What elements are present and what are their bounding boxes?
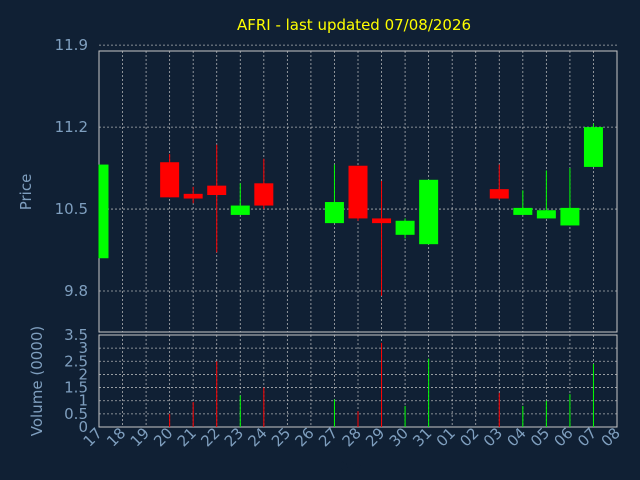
volume-tick-label: 2.5 bbox=[64, 352, 88, 370]
x-tick-label: 06 bbox=[551, 424, 577, 450]
price-tick-label: 11.2 bbox=[55, 118, 88, 136]
price-tick-labels: 9.8 10.5 11.2 11.9 bbox=[55, 36, 88, 300]
x-tick-label: 31 bbox=[409, 424, 435, 450]
volume-tick-label: 1 bbox=[78, 392, 88, 410]
price-tick-label: 10.5 bbox=[55, 200, 88, 218]
x-tick-label: 18 bbox=[103, 424, 129, 450]
candle-body bbox=[160, 162, 180, 198]
volume-tick-label: 1.5 bbox=[64, 379, 88, 397]
x-tick-label: 25 bbox=[268, 424, 294, 450]
volume-tick-label: 3 bbox=[78, 339, 88, 357]
x-tick-label: 04 bbox=[503, 424, 529, 450]
x-tick-labels: 1718192021222324252627282930310102030405… bbox=[80, 424, 624, 450]
x-tick-label: 07 bbox=[574, 424, 600, 450]
x-tick-label: 23 bbox=[221, 424, 247, 450]
volume-tick-label: 0.5 bbox=[64, 405, 88, 423]
volume-tick-label: 0 bbox=[78, 418, 88, 436]
x-tick-label: 21 bbox=[174, 424, 200, 450]
volume-tick-label: 3.5 bbox=[64, 326, 88, 344]
volume-axis-label: Volume (0000) bbox=[28, 326, 46, 436]
candle-body bbox=[560, 207, 580, 226]
x-tick-label: 29 bbox=[362, 424, 388, 450]
candle-body bbox=[395, 220, 415, 235]
x-tick-label: 22 bbox=[197, 424, 223, 450]
x-tick-label: 20 bbox=[150, 424, 176, 450]
volume-panel: 00.511.522.533.5 Volume (0000) bbox=[28, 326, 618, 436]
candle-body bbox=[372, 218, 392, 224]
x-tick-label: 28 bbox=[339, 424, 365, 450]
x-axis-label: Day bbox=[334, 459, 362, 475]
volume-tick-labels: 00.511.522.533.5 bbox=[64, 326, 88, 436]
x-tick-label: 27 bbox=[315, 424, 341, 450]
candle-body bbox=[324, 202, 344, 224]
x-tick-label: 19 bbox=[127, 424, 153, 450]
candle-body bbox=[513, 207, 533, 215]
volume-tick-label: 2 bbox=[78, 365, 88, 383]
chart-title: AFRI - last updated 07/08/2026 bbox=[237, 16, 471, 34]
price-tick-label: 11.9 bbox=[55, 36, 88, 54]
candle-body bbox=[99, 164, 109, 259]
candle-body bbox=[183, 193, 203, 199]
candle-body bbox=[230, 205, 250, 215]
x-tick-label: 08 bbox=[598, 424, 624, 450]
x-tick-label: 26 bbox=[292, 424, 318, 450]
x-tick-label: 01 bbox=[433, 424, 459, 450]
candle-body bbox=[419, 179, 439, 245]
x-tick-label: 24 bbox=[244, 424, 270, 450]
x-tick-label: 03 bbox=[480, 424, 506, 450]
volume-series bbox=[169, 342, 594, 427]
price-panel: 9.8 10.5 11.2 11.9 Price bbox=[17, 36, 618, 333]
candle-body bbox=[489, 189, 509, 199]
x-tick-label: 30 bbox=[386, 424, 412, 450]
price-axis-label: Price bbox=[17, 174, 35, 211]
candlestick-series bbox=[98, 123, 603, 296]
candle-body bbox=[583, 127, 603, 167]
candle-body bbox=[207, 185, 227, 196]
candle-body bbox=[348, 165, 368, 219]
price-tick-label: 9.8 bbox=[64, 282, 88, 300]
x-tick-label: 05 bbox=[527, 424, 553, 450]
x-tick-label: 02 bbox=[456, 424, 482, 450]
candle-body bbox=[536, 210, 556, 219]
candle-body bbox=[254, 183, 274, 206]
